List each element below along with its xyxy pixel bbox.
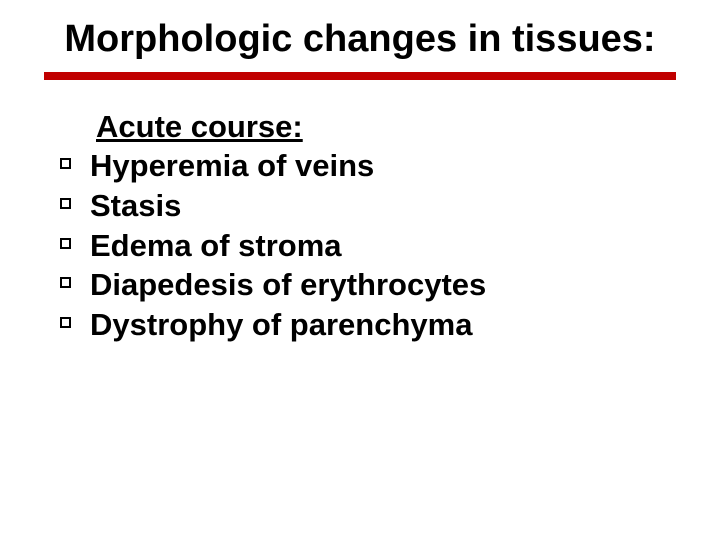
content-region: Acute course: Hyperemia of veins Stasis … xyxy=(0,80,720,345)
list-item: Dystrophy of parenchyma xyxy=(90,305,660,345)
hollow-square-icon xyxy=(60,198,71,209)
list-item-text: Hyperemia of veins xyxy=(90,148,374,183)
hollow-square-icon xyxy=(60,277,71,288)
list-item-text: Diapedesis of erythrocytes xyxy=(90,267,486,302)
hollow-square-icon xyxy=(60,317,71,328)
subheading: Acute course: xyxy=(96,108,660,147)
list-item: Stasis xyxy=(90,186,660,226)
list-item: Diapedesis of erythrocytes xyxy=(90,265,660,305)
slide: Morphologic changes in tissues: Acute co… xyxy=(0,0,720,540)
list-item: Hyperemia of veins xyxy=(90,146,660,186)
slide-title: Morphologic changes in tissues: xyxy=(64,18,655,62)
title-divider xyxy=(44,72,676,80)
hollow-square-icon xyxy=(60,158,71,169)
list-item: Edema of stroma xyxy=(90,226,660,266)
list-item-text: Stasis xyxy=(90,188,181,223)
title-region: Morphologic changes in tissues: xyxy=(0,0,720,62)
list-item-text: Dystrophy of parenchyma xyxy=(90,307,472,342)
hollow-square-icon xyxy=(60,238,71,249)
bullet-list: Hyperemia of veins Stasis Edema of strom… xyxy=(90,146,660,344)
list-item-text: Edema of stroma xyxy=(90,228,342,263)
